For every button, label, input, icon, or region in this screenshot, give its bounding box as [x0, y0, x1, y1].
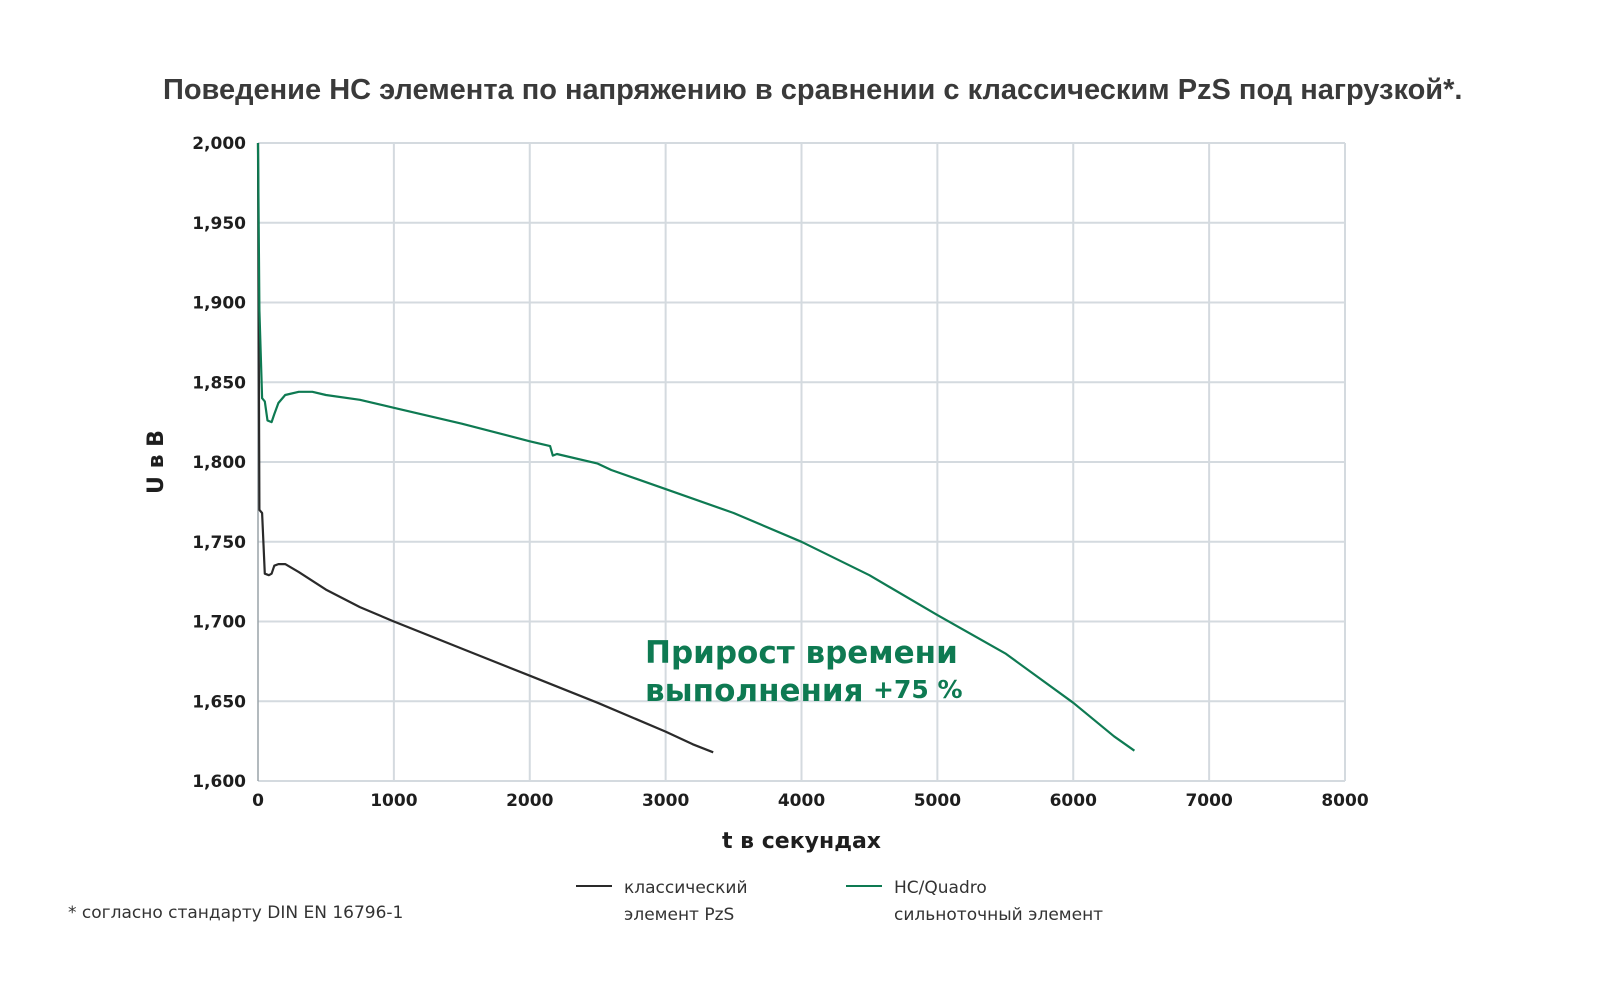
- x-tick-label: 3000: [642, 791, 689, 811]
- y-tick-label: 2,000: [192, 134, 246, 154]
- x-tick-label: 5000: [914, 791, 961, 811]
- y-tick-label: 1,900: [192, 294, 246, 314]
- axes: 0 1000 2000 3000 4000 5000 6000 7000 8000 1,600 1,…: [144, 134, 1369, 854]
- y-tick-label: 1,650: [192, 692, 246, 712]
- x-tick-label: 7000: [1185, 791, 1232, 811]
- chart-title: Поведение HC элемента по напряжению в ср…: [163, 74, 1463, 106]
- legend-label-classic: классический элемент PzS: [624, 875, 748, 929]
- footnote: * согласно стандарту DIN EN 16796-1: [68, 903, 404, 923]
- legend-item-hc: HC/Quadro сильноточный элемент: [846, 875, 1103, 929]
- x-tick-label: 0: [252, 791, 264, 811]
- legend-classic-line-1: классический: [624, 878, 748, 898]
- x-axis-title: t в секундах: [722, 829, 881, 854]
- x-tick-label: 6000: [1050, 791, 1097, 811]
- legend-swatch-classic: [576, 885, 612, 887]
- legend-item-classic: классический элемент PzS: [576, 875, 748, 929]
- y-axis-title: U в В: [144, 430, 169, 494]
- x-tick-label: 1000: [370, 791, 417, 811]
- y-tick-label: 1,850: [192, 373, 246, 393]
- y-tick-label: 1,950: [192, 214, 246, 234]
- annotation-value: +75 %: [873, 675, 963, 704]
- y-tick-label: 1,700: [192, 613, 246, 633]
- legend-hc-line-2: сильноточный элемент: [894, 905, 1104, 925]
- series-line-hc: [256, 142, 1136, 752]
- x-tick-label: 2000: [506, 791, 553, 811]
- annotation-line-1: Прирост времени: [645, 635, 958, 671]
- grid: [258, 142, 1346, 782]
- legend-hc-line-1: HC/Quadro: [894, 878, 987, 898]
- y-tick-label: 1,800: [192, 453, 246, 473]
- x-tick-label: 4000: [778, 791, 825, 811]
- series-layer: [256, 142, 1136, 754]
- legend-label-hc: HC/Quadro сильноточный элемент: [894, 875, 1103, 929]
- annotation-line-2: выполнения: [645, 673, 864, 709]
- legend-classic-line-2: элемент PzS: [624, 905, 735, 925]
- legend-swatch-hc: [846, 885, 882, 887]
- y-tick-label: 1,750: [192, 533, 246, 553]
- series-line-classic: [256, 142, 714, 754]
- x-tick-label: 8000: [1321, 791, 1368, 811]
- y-tick-label: 1,600: [192, 772, 246, 792]
